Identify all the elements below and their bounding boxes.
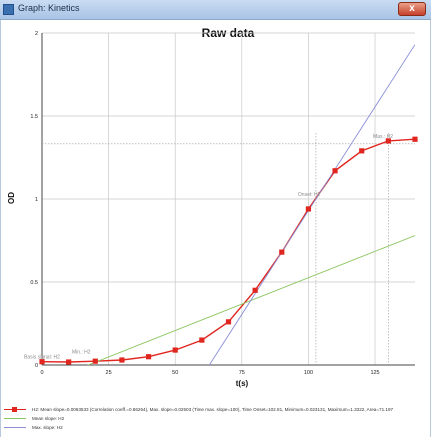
window-titlebar[interactable]: Graph: Kinetics x — [0, 0, 431, 20]
legend-item-1: Mean slope: H2 — [2, 414, 430, 423]
annotations: Basis signal: H2 Min.: H2 Onset: H2 Max.: H… — [24, 134, 393, 361]
y-axis-label: OD — [7, 192, 16, 204]
legend-label-1: Mean slope: H2 — [32, 416, 65, 421]
x-tick-label-0: 0 — [40, 370, 43, 376]
data-point-12 — [359, 148, 365, 154]
data-point-11 — [332, 168, 338, 174]
series-line-1 — [86, 235, 415, 365]
annotation-2: Onset: H2 — [298, 192, 321, 198]
data-point-13 — [385, 138, 391, 144]
y-tick-label-0: 0 — [35, 363, 38, 369]
legend-label-0: H2: Mean slope=0.0063533 (Correlation co… — [32, 407, 394, 412]
annotation-3: Max.: H2 — [373, 134, 393, 140]
x-tick-label-1: 25 — [106, 370, 112, 376]
series-lines — [41, 44, 416, 365]
legend: H2: Mean slope=0.0063533 (Correlation co… — [2, 405, 430, 432]
data-point-0 — [39, 359, 45, 365]
data-point-6 — [199, 337, 205, 343]
data-point-1 — [66, 359, 72, 365]
x-tick-label-5: 125 — [370, 370, 379, 376]
legend-swatch-line-2 — [4, 427, 26, 428]
reference-lines — [42, 133, 415, 365]
tick-labels: 0 25 50 75 100 125 0 0.5 1 1.5 2 — [30, 31, 379, 376]
legend-swatch-2 — [2, 423, 28, 432]
legend-swatch-0 — [2, 405, 28, 414]
y-tick-label-3: 1.5 — [30, 114, 38, 120]
data-point-5 — [172, 347, 178, 353]
data-point-7 — [225, 319, 232, 325]
data-point-8 — [252, 287, 258, 293]
window-title: Graph: Kinetics — [18, 3, 80, 13]
data-point-4 — [145, 354, 152, 360]
y-tick-label-1: 0.5 — [30, 280, 38, 286]
x-axis-label: t(s) — [236, 379, 249, 388]
data-point-10 — [305, 206, 312, 212]
legend-label-2: Max. slope: H2 — [32, 425, 63, 430]
series-line-0 — [41, 138, 416, 363]
close-button[interactable]: x — [398, 2, 426, 16]
legend-swatch-marker-0 — [12, 407, 17, 412]
legend-item-0: H2: Mean slope=0.0063533 (Correlation co… — [2, 405, 430, 414]
x-tick-label-3: 75 — [239, 370, 245, 376]
data-point-9 — [279, 249, 285, 255]
series-markers — [39, 136, 418, 365]
legend-item-2: Max. slope: H2 — [2, 423, 430, 432]
x-tick-label-4: 100 — [304, 370, 313, 376]
app-icon — [3, 4, 14, 15]
annotation-1: Min.: H2 — [72, 350, 91, 356]
grid — [41, 32, 415, 366]
data-point-3 — [119, 357, 125, 363]
annotation-0: Basis signal: H2 — [24, 355, 60, 361]
legend-swatch-line-1 — [4, 418, 26, 419]
y-tick-label-4: 2 — [35, 31, 38, 37]
legend-swatch-1 — [2, 414, 28, 423]
x-tick-label-2: 50 — [172, 370, 178, 376]
data-point-2 — [92, 358, 98, 364]
data-point-14 — [412, 136, 418, 142]
y-tick-label-2: 1 — [35, 197, 38, 203]
